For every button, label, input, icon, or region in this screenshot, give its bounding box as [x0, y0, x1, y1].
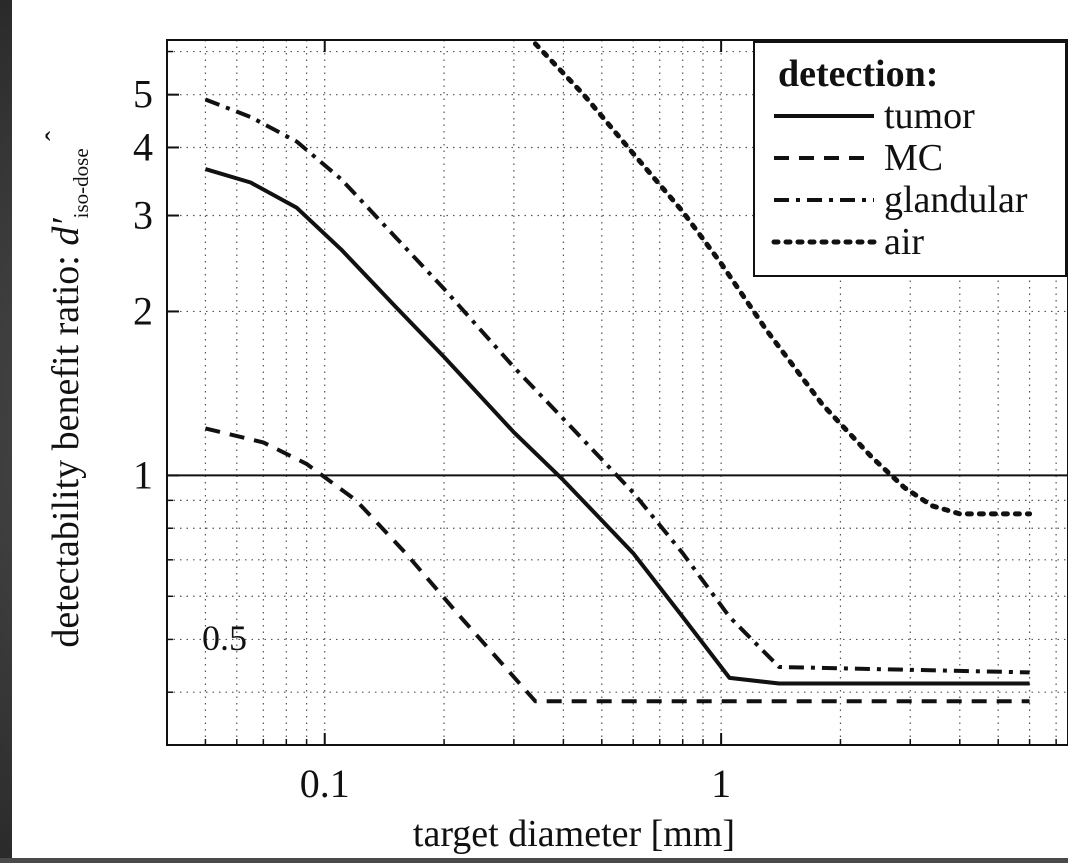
line-chart: 0.1 1 1 2 3 4 5 0.5 target diameter [mm] detec…: [40, 39, 1068, 855]
legend-label-mc: MC: [884, 137, 943, 179]
svg-text:detectability benefit ratio: d: detectability benefit ratio: d′iso-dose: [45, 148, 93, 647]
y-tick-label: 5: [133, 72, 153, 117]
legend-label-air: air: [884, 221, 924, 263]
series-line-tumor: [204, 167, 1030, 686]
legend-label-tumor: tumor: [884, 95, 975, 137]
axis-ticks: 0.1 1 1 2 3 4 5: [133, 40, 1057, 806]
series-layer: [204, 41, 1033, 704]
legend-label-glandular: glandular: [884, 179, 1028, 221]
y-tick-label: 1: [133, 452, 153, 497]
y-axis-label: detectability benefit ratio: d′iso-dose …: [40, 131, 93, 648]
x-tick-label: 0.1: [300, 761, 350, 806]
series-line-air: [532, 41, 1033, 517]
y-axis-label-main: detectability benefit ratio:: [45, 246, 87, 648]
series-line-glandular: [204, 97, 1030, 675]
legend-title: detection:: [778, 53, 938, 95]
hat-accent-icon: ˆ: [40, 131, 73, 141]
series-line-mc: [204, 426, 1030, 704]
figure-panel: 0.1 1 1 2 3 4 5 0.5 target diameter [mm] detec…: [12, 0, 1068, 858]
y-tick-label: 2: [133, 288, 153, 333]
y-tick-label: 3: [133, 193, 153, 238]
y-axis-label-subscript: iso-dose: [69, 148, 93, 218]
x-tick-label: 1: [711, 761, 731, 806]
y-axis-label-symbol: d′: [45, 218, 87, 246]
x-axis-label: target diameter [mm]: [413, 813, 735, 855]
y-tick-label: 4: [133, 124, 153, 169]
y-inside-annotation: 0.5: [202, 618, 247, 658]
plot-frame: [166, 39, 1068, 746]
